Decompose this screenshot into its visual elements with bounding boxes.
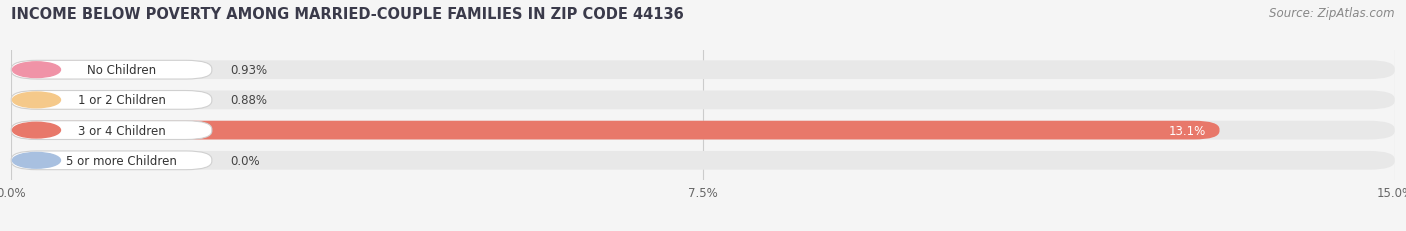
FancyBboxPatch shape [11, 91, 93, 110]
Text: 0.0%: 0.0% [231, 154, 260, 167]
Text: 1 or 2 Children: 1 or 2 Children [77, 94, 166, 107]
Text: Source: ZipAtlas.com: Source: ZipAtlas.com [1270, 7, 1395, 20]
Text: 0.88%: 0.88% [231, 94, 267, 107]
FancyBboxPatch shape [11, 61, 1395, 80]
FancyBboxPatch shape [11, 151, 1395, 170]
FancyBboxPatch shape [11, 151, 212, 170]
Text: 5 or more Children: 5 or more Children [66, 154, 177, 167]
FancyBboxPatch shape [11, 91, 1395, 110]
Text: 13.1%: 13.1% [1168, 124, 1206, 137]
Circle shape [13, 93, 60, 108]
FancyBboxPatch shape [11, 121, 212, 140]
FancyBboxPatch shape [11, 61, 212, 80]
FancyBboxPatch shape [11, 121, 1219, 140]
Circle shape [13, 123, 60, 138]
FancyBboxPatch shape [11, 61, 97, 80]
Text: No Children: No Children [87, 64, 156, 77]
Circle shape [13, 63, 60, 78]
FancyBboxPatch shape [11, 121, 1395, 140]
Circle shape [13, 153, 60, 168]
FancyBboxPatch shape [11, 91, 212, 110]
Text: INCOME BELOW POVERTY AMONG MARRIED-COUPLE FAMILIES IN ZIP CODE 44136: INCOME BELOW POVERTY AMONG MARRIED-COUPL… [11, 7, 683, 22]
Text: 3 or 4 Children: 3 or 4 Children [77, 124, 166, 137]
Text: 0.93%: 0.93% [231, 64, 267, 77]
